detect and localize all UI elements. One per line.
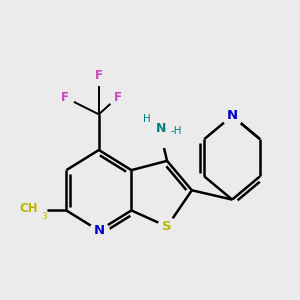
- Text: H: H: [143, 114, 151, 124]
- Text: N: N: [93, 224, 104, 237]
- Text: CH: CH: [20, 202, 38, 215]
- Text: -H: -H: [171, 126, 182, 136]
- Text: 3: 3: [41, 212, 46, 220]
- Text: S: S: [162, 220, 172, 233]
- Text: F: F: [95, 69, 103, 82]
- Text: N: N: [226, 110, 238, 122]
- Text: F: F: [113, 91, 122, 104]
- Text: F: F: [61, 91, 69, 104]
- Text: N: N: [156, 122, 166, 135]
